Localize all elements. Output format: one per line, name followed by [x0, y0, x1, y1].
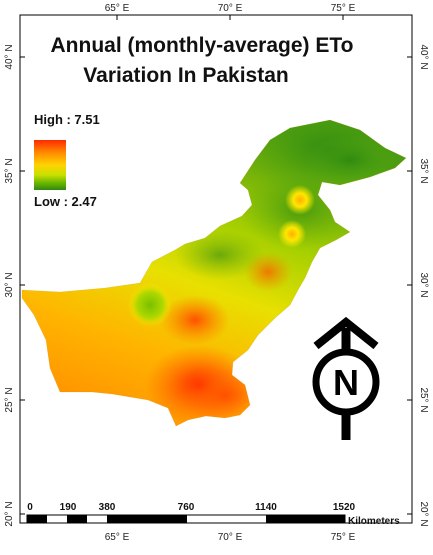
lat-label-20-right: 20° N [418, 501, 429, 526]
scale-bar [26, 514, 346, 524]
north-arrow-icon [312, 316, 380, 440]
lat-label-35-right: 35° N [418, 158, 429, 183]
map-title-line1: Annual (monthly-average) ETo [51, 34, 354, 57]
lon-label-70-top: 70° E [218, 3, 243, 14]
lat-label-40-left: 40° N [4, 44, 15, 69]
legend-high-label: High : 7.51 [34, 112, 100, 127]
lat-label-25-right: 25° N [418, 387, 429, 412]
scale-label-380: 380 [99, 502, 116, 513]
lon-label-75-bottom: 75° E [331, 532, 356, 543]
map-title-line2: Variation In Pakistan [83, 64, 288, 87]
lon-label-65-bottom: 65° E [105, 532, 130, 543]
scale-label-760: 760 [178, 502, 195, 513]
lon-label-75-top: 75° E [331, 3, 356, 14]
lat-label-30-left: 30° N [4, 272, 15, 297]
scale-label-190: 190 [60, 502, 77, 513]
lat-label-35-left: 35° N [4, 158, 15, 183]
lon-label-70-bottom: 70° E [218, 532, 243, 543]
scale-label-1520: 1520 [333, 502, 356, 513]
scale-unit-label: Kilometers [348, 516, 400, 527]
scale-label-1140: 1140 [255, 502, 277, 513]
pakistan-outline [21, 119, 407, 427]
scale-label-0: 0 [27, 502, 33, 513]
lat-label-40-right: 40° N [418, 44, 429, 69]
legend-color-ramp [34, 140, 66, 190]
lon-label-65-top: 65° E [105, 3, 130, 14]
lat-label-25-left: 25° N [4, 387, 15, 412]
lat-label-20-left: 20° N [4, 501, 15, 526]
north-arrow-label: N [333, 362, 359, 403]
lat-label-30-right: 30° N [418, 272, 429, 297]
legend-low-label: Low : 2.47 [34, 194, 97, 209]
